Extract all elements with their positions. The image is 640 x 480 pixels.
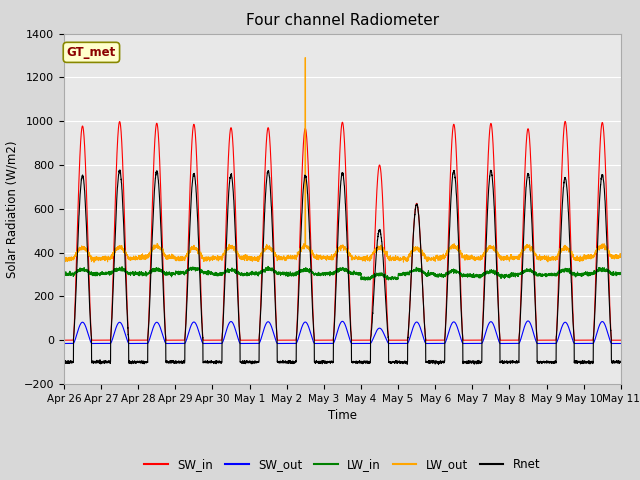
Line: LW_out: LW_out (64, 58, 621, 262)
SW_in (160, 297, 168, 302)
LW_in (499, 273, 507, 279)
SW_in (617, 337, 625, 343)
LW_in (616, 271, 624, 276)
SW_out (467, 341, 475, 347)
LW_out (160, 250, 168, 256)
LW_out (499, 255, 507, 261)
SW_out (524, 318, 532, 324)
LW_in (617, 270, 625, 276)
Line: LW_in: LW_in (64, 266, 621, 280)
LW_in (160, 268, 168, 274)
LW_in (264, 264, 272, 269)
LW_out (617, 254, 625, 260)
LW_out (616, 253, 624, 259)
Line: SW_in: SW_in (64, 121, 621, 340)
Rnet (435, 362, 442, 368)
LW_out (322, 254, 330, 260)
SW_out (322, 341, 330, 347)
LW_out (436, 255, 444, 261)
Rnet (616, 360, 624, 365)
SW_in (499, 337, 506, 343)
SW_in (322, 337, 330, 343)
Rnet (468, 359, 476, 364)
Rnet (436, 359, 444, 365)
Y-axis label: Solar Radiation (W/m2): Solar Radiation (W/m2) (5, 140, 18, 277)
Text: GT_met: GT_met (67, 46, 116, 59)
SW_out (436, 341, 444, 347)
Rnet (322, 359, 330, 364)
SW_in (60, 337, 68, 343)
Rnet (617, 359, 625, 364)
Rnet (161, 308, 168, 313)
Line: Rnet: Rnet (64, 170, 621, 365)
Rnet (60, 361, 68, 367)
Legend: SW_in, SW_out, LW_in, LW_out, Rnet: SW_in, SW_out, LW_in, LW_out, Rnet (140, 453, 545, 475)
Rnet (499, 360, 507, 365)
LW_in (60, 271, 68, 277)
SW_out (616, 341, 624, 347)
LW_out (301, 55, 309, 60)
SW_in (561, 119, 569, 124)
Rnet (116, 167, 124, 173)
Title: Four channel Radiometer: Four channel Radiometer (246, 13, 439, 28)
Line: SW_out: SW_out (64, 321, 621, 344)
SW_in (616, 337, 624, 343)
SW_out (499, 341, 506, 347)
SW_out (60, 341, 68, 347)
SW_in (436, 337, 444, 343)
LW_in (362, 277, 369, 283)
SW_out (160, 336, 168, 342)
LW_out (399, 259, 407, 265)
LW_out (468, 253, 476, 259)
SW_in (467, 337, 475, 343)
LW_out (60, 256, 68, 262)
LW_in (468, 272, 476, 277)
LW_in (436, 273, 444, 279)
LW_in (322, 271, 330, 277)
SW_out (617, 341, 625, 347)
X-axis label: Time: Time (328, 409, 357, 422)
